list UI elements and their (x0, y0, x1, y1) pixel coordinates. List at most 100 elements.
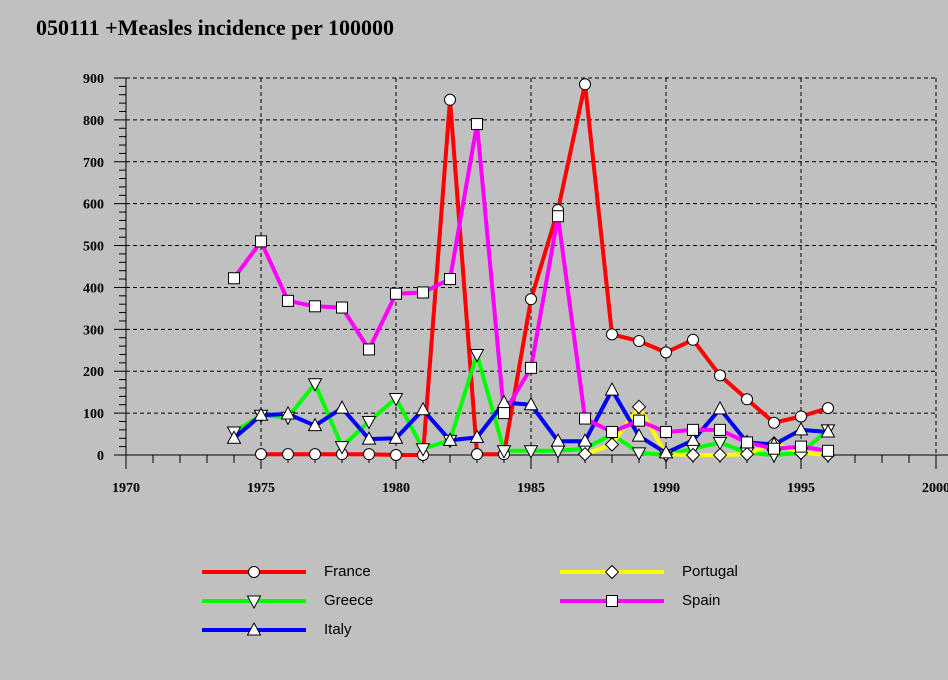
data-point-greece (388, 392, 404, 407)
data-point-france (660, 346, 672, 359)
data-point-france (741, 393, 753, 406)
data-point-portugal (631, 399, 647, 415)
data-point-spain (417, 286, 429, 299)
y-tick-label: 600 (83, 198, 104, 213)
x-tick-label: 1970 (112, 481, 140, 496)
legend-label-spain: Spain (682, 592, 721, 609)
legend-swatch-greece (202, 595, 306, 610)
data-point-spain (525, 361, 537, 374)
y-tick-label: 700 (83, 156, 104, 171)
x-tick-label: 2000 (922, 481, 948, 496)
y-tick-label: 500 (83, 240, 104, 255)
data-point-spain (714, 423, 726, 436)
data-point-spain (660, 425, 672, 438)
y-tick-label: 0 (97, 449, 104, 464)
data-point-portugal (712, 447, 728, 463)
legend-marker-italy (246, 621, 262, 636)
data-point-spain (444, 273, 456, 286)
data-point-france (444, 93, 456, 106)
data-point-italy (631, 428, 647, 442)
legend-label-portugal: Portugal (682, 563, 738, 580)
data-point-italy (280, 405, 296, 420)
x-tick-label: 1980 (382, 481, 410, 496)
data-point-france (687, 333, 699, 346)
data-point-italy (550, 433, 566, 447)
legend-marker-spain (606, 595, 618, 607)
chart-title: 050111 +Measles incidence per 100000 (36, 15, 394, 40)
data-point-italy (793, 421, 809, 436)
series-line-france (261, 82, 829, 457)
data-point-spain (336, 301, 348, 314)
data-point-italy (577, 433, 593, 447)
data-point-france (390, 449, 402, 461)
data-point-italy (442, 432, 458, 446)
data-point-spain (741, 436, 753, 449)
x-tick-label: 1985 (517, 481, 545, 496)
data-point-greece (712, 436, 728, 451)
data-point-italy (361, 431, 377, 445)
data-point-spain (228, 272, 240, 285)
data-point-spain (768, 442, 780, 455)
data-point-spain (255, 235, 267, 248)
data-point-spain (390, 287, 402, 300)
data-point-greece (307, 378, 323, 392)
data-point-spain (498, 407, 510, 420)
data-point-greece (469, 348, 485, 363)
data-point-spain (309, 300, 321, 313)
data-point-greece (415, 443, 431, 457)
data-point-portugal (604, 437, 620, 452)
data-point-italy (469, 429, 485, 443)
data-point-portugal (577, 446, 593, 462)
data-point-france (714, 369, 726, 382)
data-point-italy (226, 430, 242, 444)
data-point-france (795, 410, 807, 423)
y-tick-label: 900 (83, 72, 104, 87)
legend-label-france: France (324, 563, 371, 580)
data-point-france (822, 402, 834, 415)
data-point-italy (685, 432, 701, 446)
legend-label-italy: Italy (324, 621, 352, 638)
y-tick-label: 300 (83, 323, 104, 338)
line-chart: 0 100 200 300 400 500 600 700 800 900 1970 1975 1980… (83, 72, 948, 496)
data-point-france (363, 448, 375, 461)
data-point-spain (633, 414, 645, 427)
data-point-greece (496, 445, 512, 459)
data-point-spain (687, 423, 699, 436)
legend-swatch-france (202, 566, 306, 578)
y-tick-label: 800 (83, 114, 104, 129)
data-point-greece (523, 445, 539, 459)
legend-marker-greece (246, 595, 262, 610)
data-point-italy (388, 430, 404, 444)
data-point-france (255, 448, 267, 461)
data-point-italy (604, 382, 620, 396)
x-tick-label: 1990 (652, 481, 680, 496)
data-point-france (768, 416, 780, 429)
data-point-portugal (685, 447, 701, 463)
legend-marker-portugal (604, 564, 620, 580)
data-point-spain (795, 440, 807, 453)
data-point-italy (658, 444, 674, 459)
series-markers (226, 78, 836, 464)
y-tick-label: 400 (83, 281, 104, 296)
legend-label-greece: Greece (324, 592, 374, 609)
data-point-portugal (739, 446, 755, 462)
data-point-france (282, 448, 294, 461)
legend-swatch-spain (560, 595, 664, 607)
data-point-italy (820, 423, 836, 438)
data-point-spain (822, 444, 834, 457)
data-point-italy (523, 396, 539, 411)
data-point-italy (415, 401, 431, 416)
data-point-spain (282, 294, 294, 307)
legend-swatch-portugal (560, 564, 664, 580)
data-point-spain (606, 425, 618, 438)
data-point-italy (334, 400, 350, 414)
data-point-greece (361, 415, 377, 430)
y-tick-label: 200 (83, 365, 104, 380)
data-point-france (606, 328, 618, 341)
x-tick-label: 1995 (787, 481, 815, 496)
data-point-italy (712, 400, 728, 415)
y-tick-label: 100 (83, 407, 104, 422)
data-point-france (471, 448, 483, 461)
data-point-greece (631, 447, 647, 461)
legend-swatch-italy (202, 621, 306, 636)
